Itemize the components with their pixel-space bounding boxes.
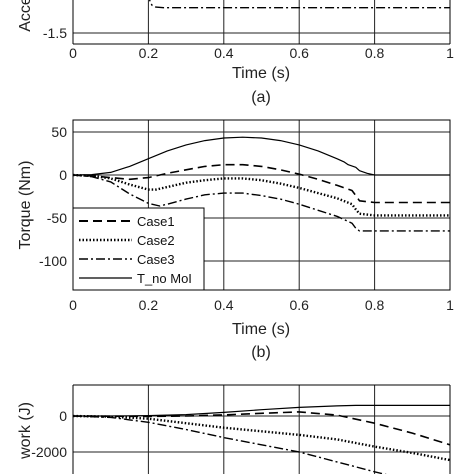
legend-box: [72, 207, 205, 291]
panel-c: 0 -2000 work (J): [17, 384, 451, 474]
legend-label-case1: Case1: [137, 214, 175, 229]
panel-b-series-line-case1: [73, 163, 450, 204]
panel-a-x-tick-label: 0.6: [289, 45, 309, 61]
panel-b-x-tick-label: 0.2: [139, 297, 159, 313]
panel-a-x-tick-label: 0: [69, 45, 77, 61]
panel-b-y-tick-label: 0: [59, 167, 67, 183]
legend-label-case3: Case3: [137, 252, 175, 267]
panel-a-grid: [73, 0, 450, 44]
panel-b-caption: (b): [251, 344, 271, 361]
panel-a-x-axis-label: Time (s): [232, 65, 290, 82]
panel-a-x-tick-label: 1: [446, 45, 454, 61]
panel-b-series-line-case3: [73, 174, 450, 232]
panel-b-y-axis-label: Torque (Nm): [17, 161, 34, 250]
panel-b-x-tick-label: 0.8: [365, 297, 385, 313]
legend-label-case2: Case2: [137, 233, 175, 248]
panel-b-x-tick-label: 0.6: [289, 297, 309, 313]
panel-a-y-axis-label: Acce: [17, 0, 34, 32]
panel-b-series-line-case2: [73, 173, 450, 217]
panel-b-y-tick-label: 50: [51, 124, 67, 140]
legend-label-t-no-moi: T_no MoI: [137, 271, 192, 286]
panel-a-ticks: -1.50 0.2 0.4 0.6 0.8 1: [43, 25, 454, 61]
panel-c-series: [73, 404, 450, 474]
panel-a: -1.50 0.2 0.4 0.6 0.8 1 Time (s) Acce (a): [17, 0, 454, 106]
panel-c-y-tick-label: -2000: [31, 444, 67, 460]
panel-c-series-line-2: [73, 411, 450, 446]
panel-a-y-tick-label: -1.5: [43, 25, 67, 41]
panel-c-series-line-1: [73, 404, 450, 417]
panel-b-legend: Case1 Case2 Case3 T_no MoI: [72, 207, 205, 291]
panel-b-y-tick-label: -50: [47, 210, 67, 226]
panel-c-ticks: 0 -2000: [31, 408, 67, 460]
panel-a-series-line-1: [148, 0, 450, 9]
panel-b-frame: [72, 119, 451, 291]
panel-b-x-axis-label: Time (s): [232, 321, 290, 338]
panel-a-x-tick-label: 0.8: [365, 45, 385, 61]
panel-c-series-line-3: [73, 414, 450, 462]
panel-b-series-line-t-no-moi: [73, 136, 450, 176]
panel-a-x-tick-label: 0.2: [139, 45, 159, 61]
panel-b-y-tick-label: -100: [39, 253, 67, 269]
panel-c-series-line-4: [73, 415, 387, 474]
panel-b-ticks: 50 0 -50 -100 0 0.2 0.4 0.6 0.8 1: [39, 124, 454, 313]
panel-b-x-tick-label: 0.4: [214, 297, 234, 313]
panel-b-series: [73, 136, 450, 232]
panel-b-x-tick-label: 1: [446, 297, 454, 313]
panel-b: 50 0 -50 -100 0 0.2 0.4 0.6 0.8 1 Time (s) Torque…: [17, 119, 454, 361]
panel-c-grid: [73, 385, 450, 474]
panel-a-caption: (a): [251, 89, 271, 106]
panel-a-x-tick-label: 0.4: [214, 45, 234, 61]
panel-c-y-axis-label: work (J): [17, 402, 34, 460]
panel-b-x-tick-label: 0: [69, 297, 77, 313]
panel-a-series: [148, 0, 450, 9]
panel-c-y-tick-label: 0: [59, 408, 67, 424]
